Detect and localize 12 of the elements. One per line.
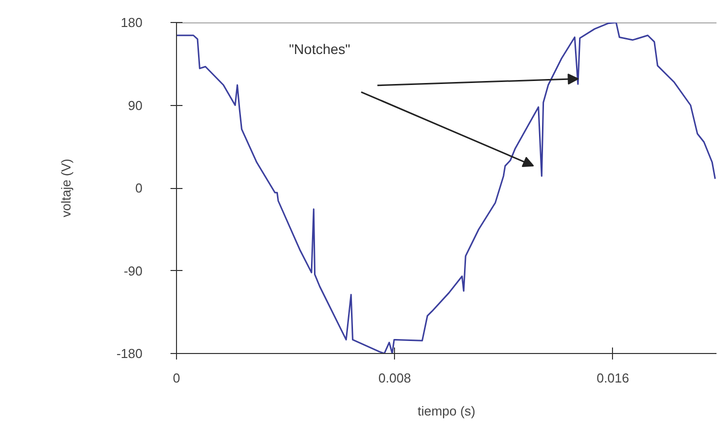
y-tick-label: 0 (135, 180, 143, 196)
y-tick-label: -180 (116, 346, 143, 361)
line-series (176, 22, 716, 354)
y-axis-title: voltaje (V) (58, 158, 74, 218)
annotation: "Notches" (288, 40, 350, 57)
y-tick-label: -90 (124, 263, 143, 278)
x-tick-label: 0 (172, 370, 180, 386)
x-tick-label: 0.016 (596, 370, 630, 386)
x-tick-label: 0.008 (378, 370, 411, 386)
y-tick-label: 90 (128, 98, 143, 113)
y-tick-label: 180 (120, 15, 143, 30)
x-axis-title: tiempo (s) (418, 404, 476, 418)
